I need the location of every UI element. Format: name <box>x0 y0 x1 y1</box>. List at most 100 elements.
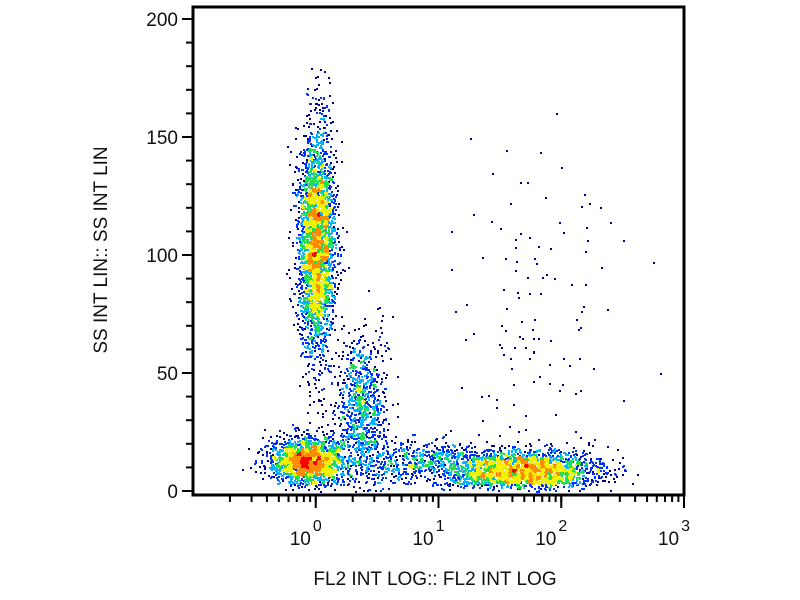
event-point <box>294 472 296 474</box>
event-point <box>323 98 325 100</box>
event-point <box>330 167 332 169</box>
event-point <box>359 444 361 446</box>
event-point <box>308 440 310 442</box>
event-point <box>334 414 336 416</box>
event-point <box>329 462 331 464</box>
event-point <box>337 274 339 276</box>
event-point <box>368 429 370 431</box>
event-point <box>324 265 326 267</box>
event-point <box>364 340 366 342</box>
event-point <box>272 445 274 447</box>
event-point <box>314 156 316 158</box>
event-point <box>306 356 308 358</box>
event-point <box>286 273 288 275</box>
event-point <box>332 318 334 320</box>
event-point <box>324 71 326 73</box>
event-point <box>324 183 326 185</box>
event-point <box>304 301 306 303</box>
event-point <box>305 473 307 475</box>
event-point <box>362 391 364 393</box>
event-point <box>324 241 326 243</box>
event-point <box>309 338 311 340</box>
event-point <box>326 286 328 288</box>
event-point <box>362 463 364 465</box>
event-point <box>374 410 376 412</box>
event-point <box>357 385 359 387</box>
event-point <box>287 146 289 148</box>
event-point <box>321 214 323 216</box>
event-point <box>327 205 329 207</box>
event-point <box>311 473 313 475</box>
event-point <box>283 444 285 446</box>
event-point <box>321 234 323 236</box>
event-point <box>373 400 375 402</box>
event-point <box>337 407 339 409</box>
event-point <box>313 262 315 264</box>
event-point <box>374 406 376 408</box>
event-point <box>317 458 319 460</box>
event-point <box>329 185 331 187</box>
event-point <box>322 187 324 189</box>
event-point <box>310 276 312 278</box>
event-point <box>322 416 324 418</box>
event-point <box>359 409 361 411</box>
event-point <box>311 154 313 156</box>
event-point <box>322 453 324 455</box>
event-point <box>358 381 360 383</box>
event-point <box>341 476 343 478</box>
event-point <box>342 351 344 353</box>
event-point <box>324 195 326 197</box>
event-point <box>308 371 310 373</box>
event-point <box>327 458 329 460</box>
event-point <box>334 218 336 220</box>
event-point <box>330 440 332 442</box>
event-point <box>299 293 301 295</box>
event-point <box>328 260 330 262</box>
event-point <box>323 127 325 129</box>
event-point <box>308 272 310 274</box>
event-point <box>336 232 338 234</box>
event-point <box>323 318 325 320</box>
event-point <box>387 347 389 349</box>
event-point <box>289 459 291 461</box>
event-point <box>360 357 362 359</box>
event-point <box>331 293 333 295</box>
event-point <box>296 237 298 239</box>
event-point <box>314 241 316 243</box>
event-point <box>290 443 292 445</box>
event-point <box>313 162 315 164</box>
event-point <box>254 463 256 465</box>
event-point <box>328 109 330 111</box>
event-point <box>332 230 334 232</box>
event-point <box>302 277 304 279</box>
event-point <box>301 313 303 315</box>
event-point <box>305 165 307 167</box>
event-point <box>355 403 357 405</box>
event-point <box>300 355 302 357</box>
event-point <box>347 470 349 472</box>
event-point <box>312 192 314 194</box>
event-point <box>301 230 303 232</box>
event-point <box>342 481 344 483</box>
event-point <box>335 315 337 317</box>
event-point <box>300 195 302 197</box>
event-point <box>305 287 307 289</box>
event-point <box>310 305 312 307</box>
event-point <box>317 251 319 253</box>
event-point <box>315 485 317 487</box>
event-point <box>288 481 290 483</box>
event-point <box>332 309 334 311</box>
event-point <box>328 77 330 79</box>
event-point <box>310 189 312 191</box>
event-point <box>382 405 384 407</box>
event-point <box>299 182 301 184</box>
event-point <box>301 458 303 460</box>
event-point <box>307 177 309 179</box>
event-point <box>341 401 343 403</box>
event-point <box>343 402 345 404</box>
event-point <box>328 305 330 307</box>
event-point <box>296 286 298 288</box>
event-point <box>382 315 384 317</box>
event-point <box>342 388 344 390</box>
event-point <box>294 192 296 194</box>
